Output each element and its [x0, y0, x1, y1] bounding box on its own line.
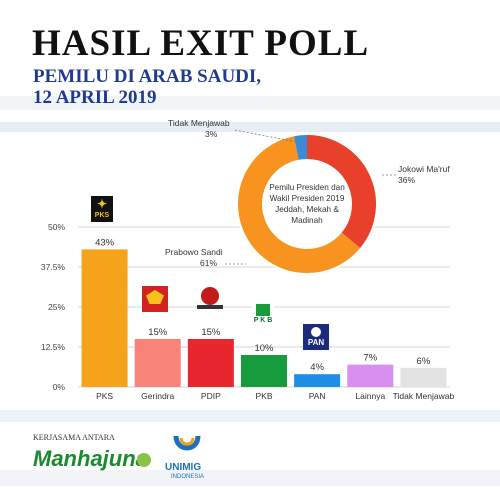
- page-subtitle: PEMILU DI ARAB SAUDI, 12 APRIL 2019: [33, 66, 333, 108]
- background-stripe: [0, 470, 500, 486]
- background-stripe: [0, 410, 500, 422]
- manhajuna-logo: Manhajuna: [33, 446, 148, 471]
- donut-slice-label: Prabowo Sandi: [165, 247, 223, 257]
- donut-center-label: Jeddah, Mekah &: [275, 205, 339, 214]
- bar-value-label: 7%: [363, 353, 377, 364]
- x-tick-label: PKS: [96, 391, 113, 401]
- x-tick-label: Tidak Menjawab: [393, 391, 455, 401]
- bar: [347, 364, 394, 387]
- unimig-logo-text: UNIMIG: [165, 462, 202, 473]
- bar: [241, 355, 287, 387]
- unimig-logo-subtext: INDONESIA: [171, 474, 205, 480]
- bar-value-label: 6%: [417, 356, 431, 367]
- donut-slice-label: Jokowi Ma'ruf: [398, 164, 450, 174]
- donut-slice-value: 36%: [398, 175, 415, 185]
- donut-center-label: Pemilu Presiden dan: [269, 183, 345, 192]
- x-tick-label: PDIP: [201, 391, 221, 401]
- bar-chart-y-axis: 0% 12.5% 25% 37.5% 50%: [41, 222, 66, 392]
- y-tick-label: 25%: [48, 302, 65, 312]
- bar: [134, 339, 181, 387]
- subtitle-line-2: 12 APRIL 2019: [33, 87, 157, 108]
- bar-chart-x-axis: PKS Gerindra PDIP PKB PAN Lainnya Tidak Menjaw…: [96, 391, 454, 401]
- donut-center-label: Madinah: [291, 216, 323, 225]
- manhajuna-leaf-icon: [137, 453, 151, 467]
- bar-value-label: 10%: [254, 343, 274, 354]
- x-tick-label: PKB: [255, 391, 272, 401]
- x-tick-label: Gerindra: [141, 391, 174, 401]
- donut-leader-line: [234, 129, 303, 144]
- bar-value-label: 43%: [95, 237, 115, 248]
- bar-value-label: 4%: [310, 362, 324, 373]
- bar: [294, 374, 341, 387]
- donut-center-label: Wakil Presiden 2019: [270, 194, 345, 203]
- page-title: HASIL EXIT POLL: [32, 23, 370, 64]
- y-tick-label: 12.5%: [41, 342, 66, 352]
- pkb-logo-icon: P K B: [252, 304, 274, 326]
- donut-slice-value: 61%: [200, 258, 217, 268]
- gerindra-logo-icon: [142, 286, 168, 312]
- y-tick-label: 37.5%: [41, 262, 66, 272]
- background-stripe: [0, 122, 500, 132]
- bar: [187, 339, 234, 387]
- y-tick-label: 50%: [48, 222, 65, 232]
- x-tick-label: PAN: [309, 391, 326, 401]
- donut-slice-value: 3%: [205, 129, 218, 139]
- x-tick-label: Lainnya: [355, 391, 385, 401]
- donut-slice: [306, 135, 376, 248]
- bar-value-label: 15%: [148, 327, 168, 338]
- bar: [400, 367, 447, 387]
- bar-chart-value-labels: 43% 15% 15% 10% 4% 7% 6%: [95, 237, 431, 373]
- pan-logo-icon: PAN: [303, 324, 329, 350]
- donut-slice-label: Tidak Menjawab: [168, 118, 230, 128]
- background-stripe: [0, 96, 500, 110]
- pdip-logo-icon: [197, 287, 223, 313]
- unimig-logo-icon: [173, 435, 201, 451]
- donut-slice: [238, 136, 361, 273]
- pks-logo-icon: ✦ PKS: [91, 196, 113, 222]
- bar-chart-bars: [81, 249, 447, 387]
- donut-slice: [294, 135, 308, 160]
- bar-value-label: 15%: [201, 327, 221, 338]
- subtitle-line-1: PEMILU DI ARAB SAUDI,: [33, 66, 262, 87]
- bar: [81, 249, 128, 387]
- donut-chart: Pemilu Presiden dan Wakil Presiden 2019 Je…: [236, 133, 378, 275]
- partnership-label: KERJASAMA ANTARA: [33, 433, 115, 442]
- y-tick-label: 0%: [53, 382, 66, 392]
